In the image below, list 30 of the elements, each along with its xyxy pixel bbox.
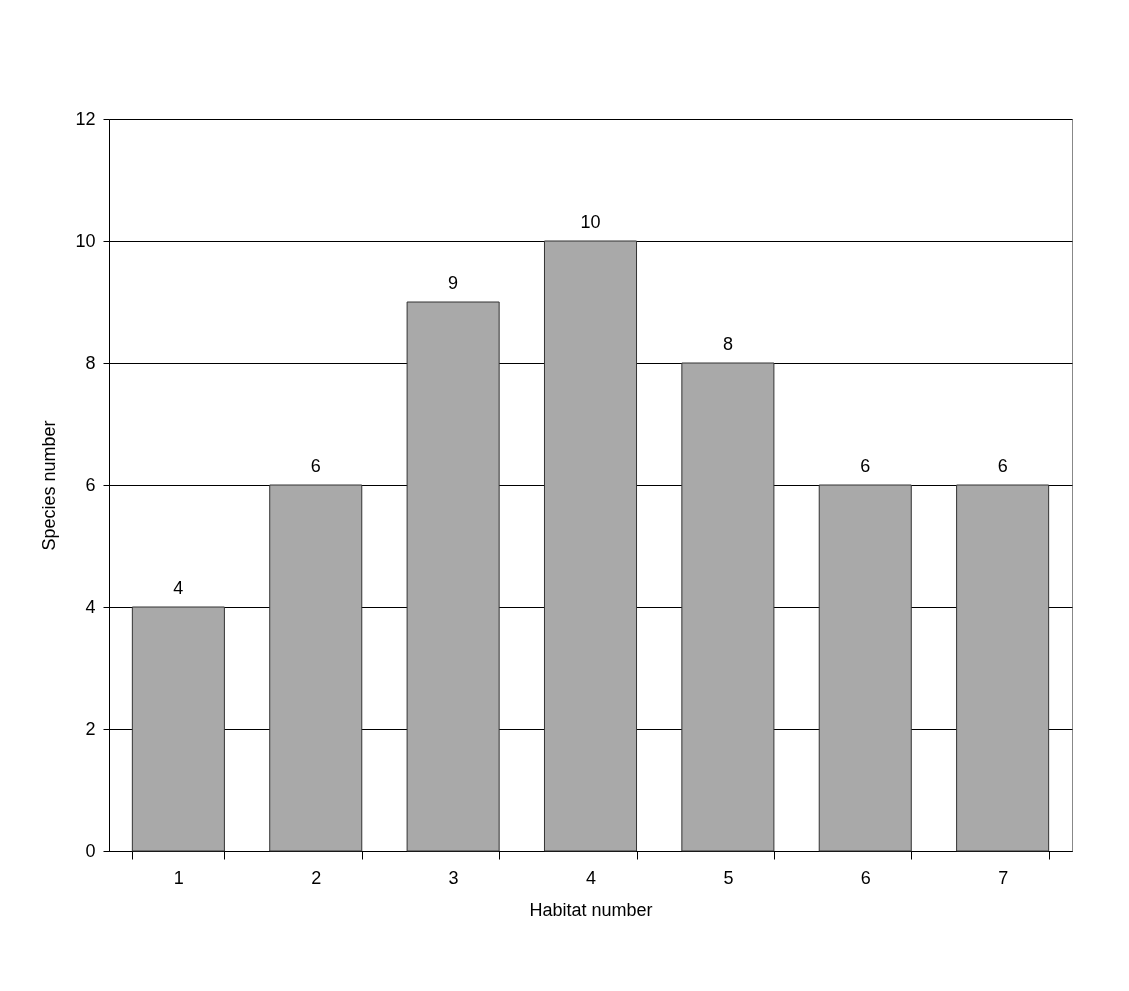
x-tick-label: 7 bbox=[998, 867, 1009, 888]
bar bbox=[818, 484, 912, 852]
x-tick-label: 1 bbox=[173, 867, 184, 888]
bar bbox=[681, 362, 775, 852]
bar bbox=[406, 301, 500, 852]
bar bbox=[956, 484, 1050, 852]
x-tick-label: 4 bbox=[585, 867, 597, 888]
x-tick-label: 3 bbox=[448, 867, 459, 888]
x-tick-label: 6 bbox=[860, 867, 871, 888]
y-axis-title: Species number bbox=[39, 420, 60, 551]
data-label: 6 bbox=[310, 456, 321, 476]
x-tick-label: 2 bbox=[311, 867, 322, 888]
data-label: 4 bbox=[173, 578, 184, 598]
bar bbox=[269, 484, 363, 852]
y-tick-label: 4 bbox=[85, 596, 96, 617]
data-label: 6 bbox=[997, 456, 1008, 476]
data-label: 8 bbox=[722, 334, 733, 354]
y-tick-label: 8 bbox=[85, 352, 96, 373]
y-tick-label: 10 bbox=[75, 230, 96, 251]
data-label: 10 bbox=[580, 212, 601, 232]
data-label: 9 bbox=[448, 273, 459, 293]
y-tick-label: 12 bbox=[75, 108, 96, 129]
x-axis-title: Habitat number bbox=[529, 899, 653, 920]
y-tick-label: 2 bbox=[85, 718, 96, 739]
data-label: 6 bbox=[860, 456, 871, 476]
y-tick-label: 6 bbox=[85, 474, 96, 495]
bar bbox=[131, 606, 225, 852]
x-tick-label: 5 bbox=[723, 867, 734, 888]
bar bbox=[543, 240, 638, 852]
y-tick-label: 0 bbox=[85, 840, 96, 861]
